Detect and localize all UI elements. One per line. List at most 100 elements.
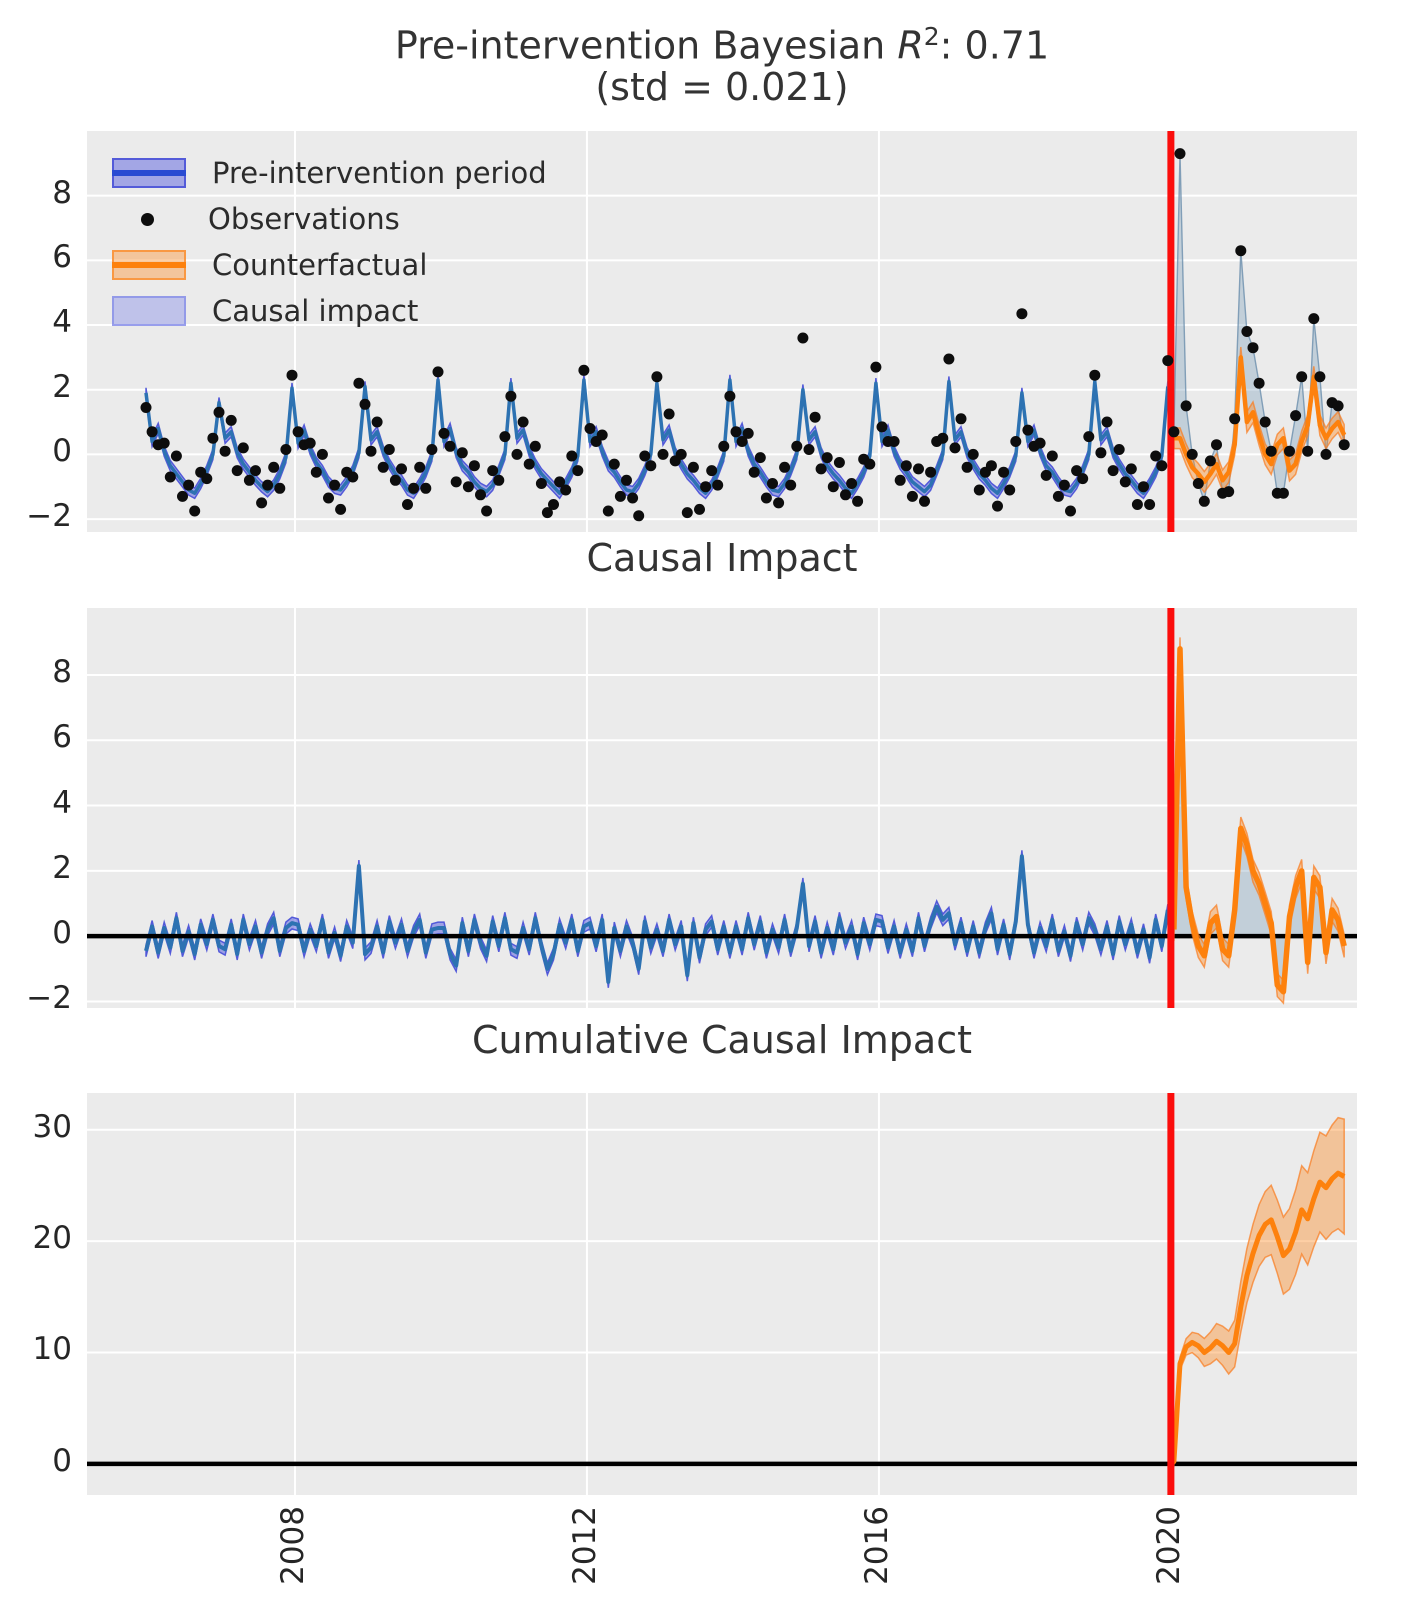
legend-item-pre-intervention: Pre-intervention period [112,150,547,196]
observation-dot [262,479,274,491]
observation-dot [286,369,298,381]
y-tick-label: 8 [52,653,72,690]
panel-background [87,1093,1357,1495]
observation-dots [140,148,1350,522]
observation-dot [645,460,657,472]
observation-dot [505,390,517,402]
observation-dot [1247,342,1259,354]
observation-dot [353,377,365,389]
observation-dot [170,450,182,462]
observation-dot [365,445,377,457]
observation-dot [1016,308,1028,320]
observation-dot [992,500,1003,512]
y-tick-label: 20 [32,1220,72,1257]
y-tick-label: 8 [52,174,72,211]
observation-dot [450,476,462,488]
observation-dot [426,444,438,455]
figure-title: Pre-intervention Bayesian R2: 0.71 [87,12,1357,71]
observation-dot [876,421,888,433]
observation-dot [164,471,176,483]
observation-dot [602,505,614,517]
observation-dot [487,465,499,477]
panel-fit [87,131,1357,532]
observation-dot [791,440,803,452]
legend-label-pre-intervention: Pre-intervention period [212,156,547,190]
observation-dot [864,458,876,470]
observation-dot [371,416,383,428]
observation-dot [925,466,937,478]
observation-dot [462,481,474,493]
observation-dot [377,461,389,473]
observation-dot [797,332,809,344]
x-tick-label: 2012 [566,1506,603,1585]
observation-dot [1046,450,1058,462]
observation-dot [1022,424,1034,436]
observation-dot [706,465,718,477]
observation-dot [280,444,292,455]
observation-dot [730,426,742,438]
observation-dot [1010,436,1022,447]
observation-dot [1332,400,1344,412]
observation-dot [1320,448,1332,460]
observation-dot [310,466,322,478]
observation-dot [700,481,712,493]
x-tick-label: 2016 [858,1506,895,1585]
observation-dot [468,460,480,472]
observation-dot [1211,439,1222,451]
y-tick-label: 0 [52,915,72,952]
observation-dot [1180,400,1192,412]
observation-dot [304,437,316,449]
observation-dot [773,497,785,509]
observation-dot [1259,416,1271,428]
observation-dot [1302,445,1314,457]
observation-dot [967,448,979,460]
y-tick-label: 2 [52,849,72,886]
observation-dot [316,448,328,460]
observation-dot [535,478,547,489]
observation-dot [554,476,566,488]
observation-dot [1241,326,1253,337]
panel-cumulative [87,1093,1357,1495]
observation-dot [998,466,1010,478]
observation-dot [633,510,645,522]
observation-dot [1125,463,1137,475]
observation-dot [189,505,201,517]
observation-dot [1168,426,1180,438]
observation-dot [627,492,639,504]
observation-dot [292,426,304,438]
observation-dot [1138,481,1149,493]
counterfactual-line [1173,355,1347,485]
legend-label-causal-impact: Causal impact [212,294,419,328]
observation-dot [408,482,420,494]
legend: Pre-intervention period Observations Cou… [112,150,547,334]
observation-dot [256,497,268,509]
observation-dot [596,429,608,441]
observation-dot [985,460,997,472]
observation-dot [1071,465,1083,477]
observation-dot [718,440,730,452]
observation-dot [1004,484,1016,496]
observation-dot [274,482,286,494]
figure-title-superscript: 2 [923,22,940,51]
observation-dot [833,457,845,468]
blue-band-swatch-icon [112,158,186,188]
y-tick-label: 30 [32,1108,72,1145]
observation-dot [827,481,839,493]
observation-dot [919,495,930,507]
observation-dot [760,492,772,504]
observation-dot [1058,479,1070,491]
observation-dot [767,478,778,489]
observation-dot [815,463,827,475]
observation-dot [1131,499,1143,510]
observation-dot [183,479,195,491]
observation-dot [219,445,231,457]
observation-dot [268,461,280,473]
observation-dot [614,490,626,502]
observation-dot [1156,460,1168,472]
observation-dot [681,507,693,519]
observation-dot [201,473,213,485]
observation-dot [1077,473,1089,485]
observation-dot [785,479,797,491]
observation-dot [687,461,699,473]
